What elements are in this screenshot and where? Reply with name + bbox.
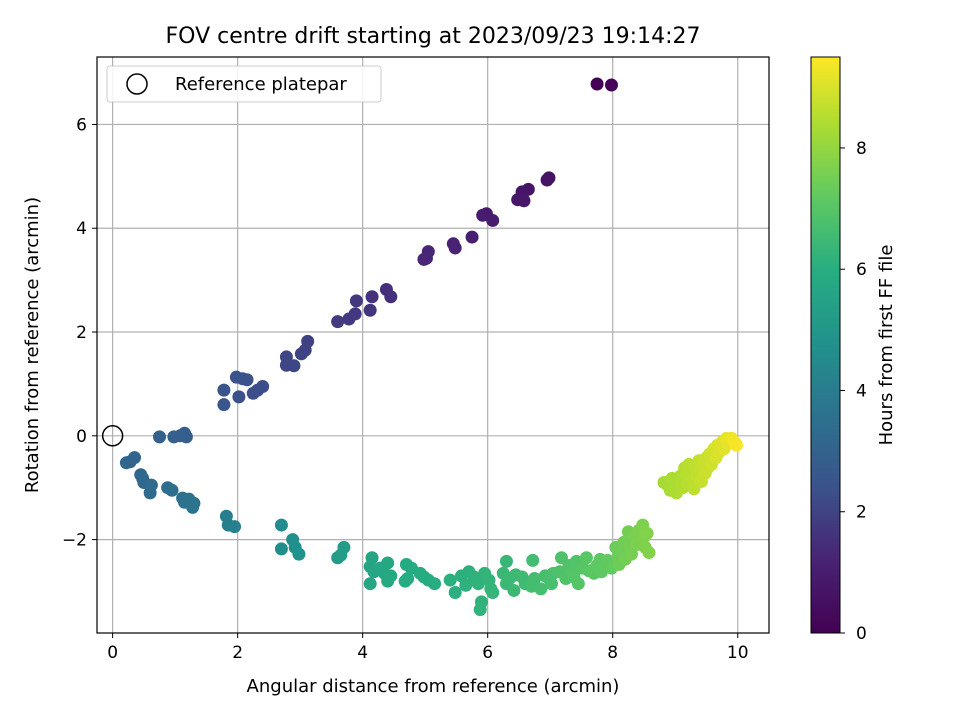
data-point (167, 430, 180, 443)
data-point (449, 586, 462, 599)
data-point (500, 555, 513, 568)
y-tick-label: 0 (76, 427, 87, 447)
data-point (730, 439, 743, 452)
data-point (449, 241, 462, 254)
data-point (366, 290, 379, 303)
y-tick-label: 2 (76, 323, 87, 343)
data-point (486, 586, 499, 599)
data-point (381, 575, 394, 588)
data-point (507, 584, 520, 597)
y-tick-label: 6 (76, 115, 87, 135)
data-point (580, 551, 593, 564)
data-point (166, 484, 179, 497)
colorbar (811, 57, 840, 633)
data-point (287, 359, 300, 372)
data-point (541, 173, 554, 186)
colorbar-tick-label: 4 (856, 381, 867, 401)
data-point (526, 554, 539, 567)
data-point (232, 390, 245, 403)
data-point (466, 231, 479, 244)
colorbar-tick-label: 8 (856, 139, 867, 159)
legend: Reference platepar (107, 66, 381, 102)
data-point (144, 486, 157, 499)
x-tick-label: 2 (232, 643, 243, 663)
x-tick-label: 6 (482, 643, 493, 663)
data-point (605, 79, 618, 92)
data-point (364, 577, 377, 590)
x-tick-label: 4 (357, 643, 368, 663)
data-point (337, 541, 350, 554)
data-point (417, 253, 430, 266)
data-point (444, 574, 457, 587)
data-point (153, 430, 166, 443)
data-point (517, 194, 530, 207)
data-point (591, 77, 604, 90)
data-point (572, 577, 585, 590)
figure: 0 2 4 6 8 10 −2 0 2 4 6 FOV centre drift starting … (0, 0, 960, 720)
data-point (241, 373, 254, 386)
data-point (186, 501, 199, 514)
data-point (217, 384, 230, 397)
data-point (350, 294, 363, 307)
data-point (399, 575, 412, 588)
y-axis-label: Rotation from reference (arcmin) (22, 197, 43, 493)
data-point (342, 313, 355, 326)
data-point (641, 527, 654, 540)
data-point (331, 315, 344, 328)
x-tick-label: 8 (607, 643, 618, 663)
data-point (486, 214, 499, 227)
data-point (120, 456, 133, 469)
data-point (384, 290, 397, 303)
x-tick-label: 10 (727, 643, 749, 663)
data-point (364, 304, 377, 317)
data-point (275, 519, 288, 532)
colorbar-ticks: 0 2 4 6 8 (840, 139, 867, 644)
data-point (428, 577, 441, 590)
x-tick-label: 0 (107, 643, 118, 663)
data-point (295, 347, 308, 360)
grid-lines (97, 57, 769, 633)
y-tick-label: 4 (76, 219, 87, 239)
colorbar-tick-label: 2 (856, 503, 867, 523)
colorbar-tick-label: 0 (856, 624, 867, 644)
data-point (228, 520, 241, 533)
data-point (292, 548, 305, 561)
y-tick-label: −2 (62, 531, 87, 551)
chart-title: FOV centre drift starting at 2023/09/23 … (166, 24, 701, 49)
data-point (642, 546, 655, 559)
data-point (474, 603, 487, 616)
legend-entry-reference: Reference platepar (175, 74, 347, 95)
scatter-points (103, 77, 743, 616)
data-point (381, 556, 394, 569)
axes-frame (97, 57, 769, 633)
data-point (247, 387, 260, 400)
colorbar-tick-label: 6 (856, 260, 867, 280)
data-point (275, 542, 288, 555)
colorbar-label: Hours from first FF file (876, 245, 897, 446)
x-axis-label: Angular distance from reference (arcmin) (247, 676, 620, 697)
data-point (217, 398, 230, 411)
